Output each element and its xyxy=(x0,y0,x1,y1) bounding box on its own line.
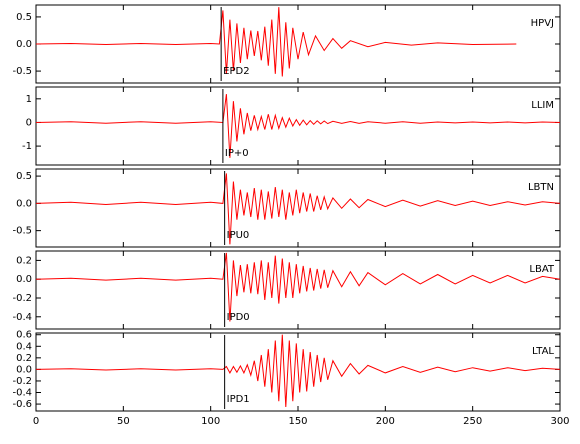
x-tick-label: 150 xyxy=(288,416,307,427)
y-tick-label: -1 xyxy=(22,141,32,152)
panel-frame xyxy=(35,86,561,166)
pick-label: IPD1 xyxy=(227,394,250,405)
y-tick-label: 0.4 xyxy=(16,341,32,352)
y-tick-label: 0 xyxy=(26,117,32,128)
x-tick-label: 250 xyxy=(463,416,482,427)
y-tick-label: 0.2 xyxy=(16,353,32,364)
y-tick-label: -0.5 xyxy=(12,66,32,77)
waveform xyxy=(35,173,561,245)
waveform xyxy=(35,334,561,408)
pick-label: IPD0 xyxy=(227,312,250,323)
y-tick-label: -0.2 xyxy=(12,376,32,387)
y-tick-label: -0.2 xyxy=(12,293,32,304)
x-tick-label: 300 xyxy=(550,416,569,427)
y-tick-label: 0.0 xyxy=(16,364,32,375)
waveform xyxy=(35,7,517,77)
station-label: HPVJ xyxy=(531,18,554,29)
y-tick-label: 0.0 xyxy=(16,274,32,285)
y-tick-label: 0.0 xyxy=(16,198,32,209)
station-label: LLIM xyxy=(531,100,554,111)
x-tick-label: 200 xyxy=(376,416,395,427)
y-tick-label: 1 xyxy=(26,94,32,105)
y-tick-label: -0.5 xyxy=(12,226,32,237)
pick-label: IPU0 xyxy=(227,230,250,241)
y-tick-label: 0.2 xyxy=(16,255,32,266)
y-tick-label: -0.6 xyxy=(12,399,32,410)
station-label: LBTN xyxy=(528,182,554,193)
pick-label: EPD2 xyxy=(223,66,249,77)
y-tick-label: 0.0 xyxy=(16,39,32,50)
station-label: LBAT xyxy=(529,264,554,275)
x-tick-label: 100 xyxy=(201,416,220,427)
station-label: LTAL xyxy=(532,346,554,357)
x-tick-label: 50 xyxy=(117,416,130,427)
y-tick-label: -0.4 xyxy=(12,388,32,399)
y-tick-label: 0.5 xyxy=(16,12,32,23)
pick-label: IP+0 xyxy=(225,148,249,159)
x-tick-label: 0 xyxy=(33,416,39,427)
y-tick-label: 0.6 xyxy=(16,330,32,341)
waveform xyxy=(35,94,561,158)
panel-frame xyxy=(35,168,561,248)
panel-frame xyxy=(35,250,561,330)
y-tick-label: -0.4 xyxy=(12,312,32,323)
waveform xyxy=(35,252,561,322)
y-tick-label: 0.5 xyxy=(16,171,32,182)
